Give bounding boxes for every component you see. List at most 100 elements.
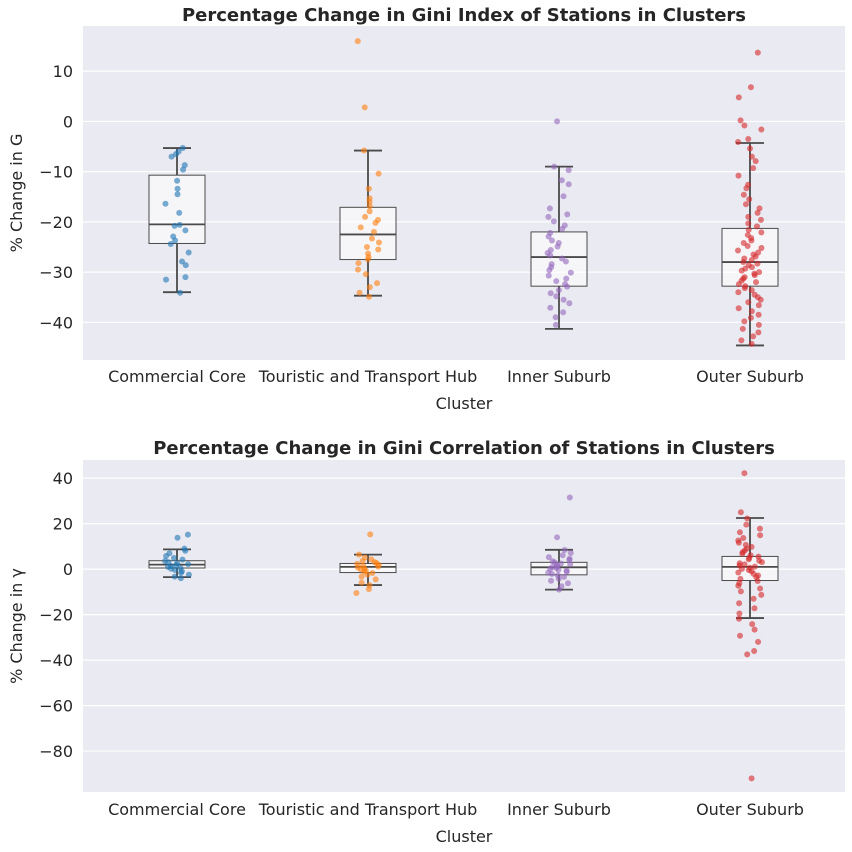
data-point xyxy=(752,253,759,260)
data-point xyxy=(162,200,169,207)
y-axis-label: % Change in γ xyxy=(7,568,26,684)
data-point xyxy=(170,555,177,562)
data-point xyxy=(735,582,742,589)
data-point xyxy=(735,94,742,101)
data-point xyxy=(755,302,762,309)
data-point xyxy=(567,269,574,276)
y-tick-labels: 10 0 −10 −20 −30 −40 xyxy=(39,62,73,332)
data-point xyxy=(375,563,382,570)
data-point xyxy=(747,84,754,91)
box-iqr xyxy=(148,174,206,244)
data-point xyxy=(748,257,755,264)
data-point xyxy=(567,550,574,557)
y-tick-label: −40 xyxy=(39,313,73,332)
data-point xyxy=(748,775,755,782)
gridlines xyxy=(83,70,845,323)
data-point xyxy=(735,289,742,296)
data-point xyxy=(755,329,762,336)
data-point xyxy=(182,547,189,554)
data-point xyxy=(552,321,559,328)
data-point xyxy=(546,205,553,212)
data-point xyxy=(742,201,749,208)
data-point xyxy=(362,213,369,220)
data-point xyxy=(172,237,179,244)
data-point xyxy=(374,280,381,287)
data-point xyxy=(736,529,743,536)
data-point xyxy=(182,227,189,234)
data-point xyxy=(176,221,183,228)
data-point xyxy=(736,632,743,639)
data-point xyxy=(553,293,560,300)
points xyxy=(162,38,765,347)
data-point xyxy=(564,211,571,218)
data-point xyxy=(743,521,750,528)
data-point xyxy=(167,240,174,247)
data-point xyxy=(750,165,757,172)
data-point xyxy=(758,126,765,133)
x-tick-label: Inner Suburb xyxy=(507,367,611,386)
data-point xyxy=(562,258,569,265)
data-point xyxy=(184,531,191,538)
data-point xyxy=(561,573,568,580)
data-point xyxy=(365,185,372,192)
data-point xyxy=(744,651,751,658)
data-point xyxy=(757,216,764,223)
data-point xyxy=(750,595,757,602)
data-point xyxy=(354,38,361,45)
data-point xyxy=(174,191,181,198)
data-point xyxy=(545,213,552,220)
data-point xyxy=(179,556,186,563)
data-point xyxy=(564,283,571,290)
data-point xyxy=(740,191,747,198)
data-point xyxy=(365,586,372,593)
data-point xyxy=(545,272,552,279)
data-point xyxy=(751,626,758,633)
data-point xyxy=(736,615,743,622)
data-point xyxy=(366,284,373,291)
chart-gini-index: 10 0 −10 −20 −30 −40 Commercial Core Touristic… xyxy=(7,5,845,413)
data-point xyxy=(755,638,762,645)
data-point xyxy=(179,258,186,265)
data-point xyxy=(370,228,377,235)
data-point xyxy=(179,145,186,152)
data-point xyxy=(745,136,752,143)
data-point xyxy=(739,325,746,332)
y-tick-label: 0 xyxy=(63,560,73,579)
data-point xyxy=(758,591,765,598)
data-point xyxy=(748,340,755,347)
data-point xyxy=(561,547,568,554)
data-point xyxy=(745,220,752,227)
data-point xyxy=(743,185,750,192)
y-tick-label: −30 xyxy=(39,263,73,282)
data-point xyxy=(355,551,362,558)
data-point xyxy=(741,318,748,325)
data-point xyxy=(736,600,743,607)
x-tick-label: Touristic and Transport Hub xyxy=(258,800,478,819)
data-point xyxy=(758,244,765,251)
data-point xyxy=(172,151,179,158)
data-point xyxy=(353,590,360,597)
data-point xyxy=(751,648,758,655)
data-point xyxy=(747,314,754,321)
data-point xyxy=(757,532,764,539)
data-point xyxy=(545,554,552,561)
data-point xyxy=(555,566,562,573)
x-tick-label: Commercial Core xyxy=(108,800,246,819)
data-point xyxy=(750,333,757,340)
data-point xyxy=(739,550,746,557)
data-point xyxy=(735,569,742,576)
y-tick-labels: 40 20 0 −20 −40 −60 −80 xyxy=(39,469,73,761)
plot-area xyxy=(83,460,845,792)
data-point xyxy=(740,534,747,541)
data-point xyxy=(735,247,742,254)
data-point xyxy=(554,243,561,250)
data-point xyxy=(547,252,554,259)
data-point xyxy=(558,177,565,184)
data-point xyxy=(551,163,558,170)
data-point xyxy=(550,218,557,225)
y-tick-label: −20 xyxy=(39,606,73,625)
data-point xyxy=(185,561,192,568)
data-point xyxy=(751,605,758,612)
data-point xyxy=(181,162,188,169)
data-point xyxy=(756,205,763,212)
